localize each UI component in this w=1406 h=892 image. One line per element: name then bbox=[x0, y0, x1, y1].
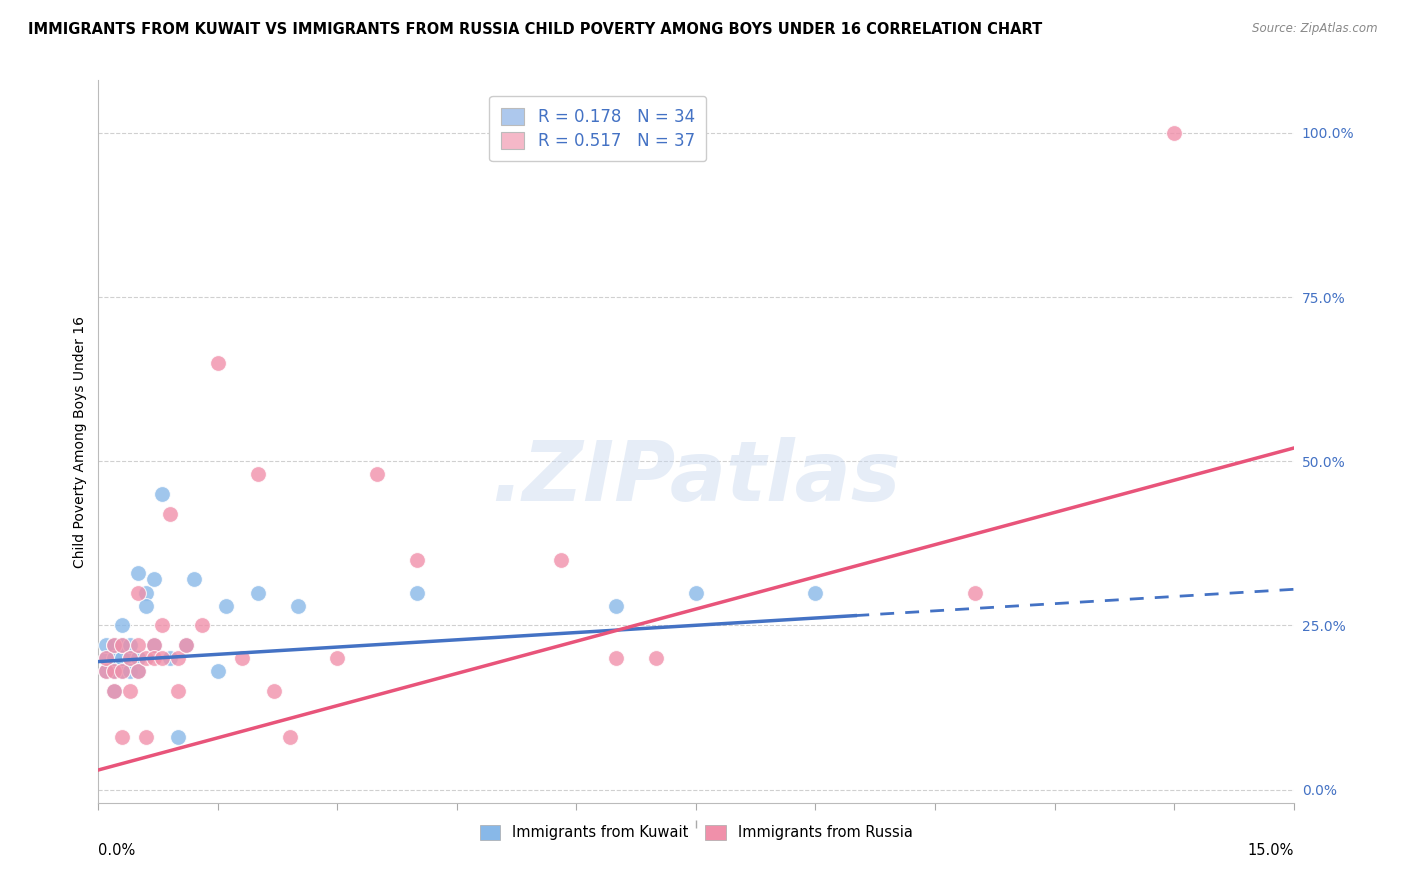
Point bbox=[174, 638, 197, 652]
Point bbox=[96, 651, 118, 665]
Point bbox=[174, 638, 197, 652]
Point bbox=[278, 730, 301, 744]
Point bbox=[287, 599, 309, 613]
Point bbox=[135, 651, 157, 665]
Point bbox=[159, 507, 181, 521]
Point bbox=[120, 651, 142, 665]
Legend: Immigrants from Kuwait, Immigrants from Russia: Immigrants from Kuwait, Immigrants from … bbox=[474, 819, 918, 847]
Point bbox=[103, 638, 125, 652]
Y-axis label: Child Poverty Among Boys Under 16: Child Poverty Among Boys Under 16 bbox=[73, 316, 87, 567]
Text: 15.0%: 15.0% bbox=[1247, 843, 1294, 857]
Text: IMMIGRANTS FROM KUWAIT VS IMMIGRANTS FROM RUSSIA CHILD POVERTY AMONG BOYS UNDER : IMMIGRANTS FROM KUWAIT VS IMMIGRANTS FRO… bbox=[28, 22, 1042, 37]
Point bbox=[246, 467, 269, 482]
Point bbox=[135, 599, 157, 613]
Point bbox=[103, 684, 125, 698]
Point bbox=[120, 665, 142, 679]
Point bbox=[96, 638, 118, 652]
Point bbox=[127, 665, 149, 679]
Text: Source: ZipAtlas.com: Source: ZipAtlas.com bbox=[1253, 22, 1378, 36]
Point bbox=[207, 356, 229, 370]
Point bbox=[103, 651, 125, 665]
Point bbox=[143, 638, 166, 652]
Point bbox=[167, 730, 190, 744]
Point bbox=[135, 585, 157, 599]
Point bbox=[111, 665, 134, 679]
Point bbox=[150, 618, 173, 632]
Text: .ZIPatlas: .ZIPatlas bbox=[491, 437, 901, 518]
Point bbox=[96, 651, 118, 665]
Point bbox=[150, 487, 173, 501]
Point bbox=[120, 651, 142, 665]
Point bbox=[605, 651, 627, 665]
Point bbox=[111, 730, 134, 744]
Point bbox=[191, 618, 214, 632]
Point bbox=[127, 651, 149, 665]
Point bbox=[111, 638, 134, 652]
Point bbox=[804, 585, 827, 599]
Point bbox=[135, 730, 157, 744]
Text: 0.0%: 0.0% bbox=[98, 843, 135, 857]
Point bbox=[127, 585, 149, 599]
Point bbox=[246, 585, 269, 599]
Point bbox=[183, 573, 205, 587]
Point bbox=[645, 651, 668, 665]
Point bbox=[103, 665, 125, 679]
Point bbox=[326, 651, 349, 665]
Point bbox=[143, 651, 166, 665]
Point bbox=[120, 684, 142, 698]
Point bbox=[111, 665, 134, 679]
Point bbox=[127, 566, 149, 580]
Point bbox=[207, 665, 229, 679]
Point bbox=[111, 638, 134, 652]
Point bbox=[215, 599, 238, 613]
Point bbox=[605, 599, 627, 613]
Point bbox=[111, 651, 134, 665]
Point bbox=[120, 638, 142, 652]
Point bbox=[167, 684, 190, 698]
Point bbox=[103, 684, 125, 698]
Point bbox=[143, 638, 166, 652]
Point bbox=[406, 585, 429, 599]
Point bbox=[96, 665, 118, 679]
Point bbox=[127, 665, 149, 679]
Point bbox=[127, 638, 149, 652]
Point bbox=[150, 651, 173, 665]
Point bbox=[263, 684, 285, 698]
Point bbox=[96, 665, 118, 679]
Point bbox=[167, 651, 190, 665]
Point bbox=[550, 553, 572, 567]
Point bbox=[231, 651, 253, 665]
Point bbox=[103, 638, 125, 652]
Point bbox=[963, 585, 986, 599]
Point bbox=[685, 585, 707, 599]
Point bbox=[159, 651, 181, 665]
Point bbox=[103, 665, 125, 679]
Point bbox=[366, 467, 388, 482]
Point bbox=[111, 618, 134, 632]
Point bbox=[1163, 126, 1185, 140]
Point bbox=[406, 553, 429, 567]
Point bbox=[143, 573, 166, 587]
